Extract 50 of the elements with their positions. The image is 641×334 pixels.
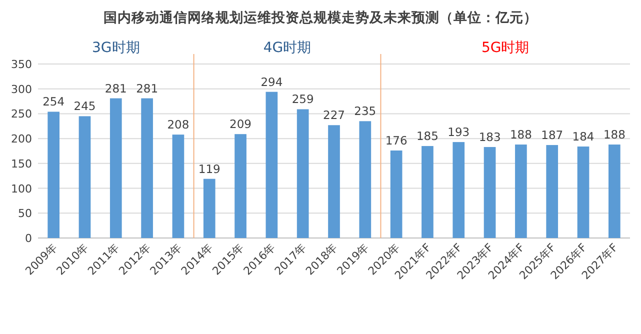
bar — [359, 121, 372, 238]
y-tick-label: 250 — [11, 108, 32, 121]
data-label: 227 — [323, 108, 345, 122]
text: 3G时期 — [92, 40, 140, 56]
data-label: 259 — [292, 92, 314, 106]
bar — [110, 98, 122, 238]
bar — [452, 142, 465, 238]
chart-title: 国内移动通信网络规划运维投资总规模走势及未来预测（单位：亿元） — [104, 9, 538, 26]
data-label: 183 — [478, 130, 501, 144]
bar — [141, 98, 153, 238]
y-tick-label: 100 — [11, 182, 32, 196]
y-tick-label: 350 — [11, 58, 32, 71]
data-label: 281 — [104, 81, 127, 96]
data-label: 188 — [603, 128, 626, 142]
bar — [296, 109, 309, 238]
data-label: 209 — [230, 117, 252, 132]
bar — [78, 116, 91, 238]
data-label: 294 — [260, 74, 283, 89]
bar — [48, 112, 60, 238]
data-label: 176 — [385, 134, 408, 148]
y-tick-label: 300 — [11, 82, 32, 96]
bar — [390, 150, 402, 238]
data-label: 235 — [354, 104, 376, 118]
bar — [484, 147, 496, 238]
data-label: 187 — [541, 128, 564, 142]
data-label: 245 — [74, 99, 96, 114]
bar — [422, 146, 434, 238]
text: 5G时期 — [481, 40, 530, 56]
data-label: 119 — [198, 162, 220, 176]
y-tick-label: 200 — [11, 132, 32, 146]
bar — [172, 134, 184, 238]
bar — [266, 92, 278, 238]
y-tick-label: 0 — [25, 232, 32, 245]
text: 4G时期 — [263, 40, 312, 56]
bar — [608, 144, 620, 238]
data-label: 188 — [510, 128, 532, 142]
data-label: 193 — [448, 125, 470, 140]
data-label: 281 — [136, 81, 158, 96]
bar — [515, 144, 527, 238]
y-tick-label: 50 — [18, 207, 32, 220]
bar — [577, 146, 590, 238]
bar — [328, 125, 340, 238]
data-label: 254 — [42, 94, 65, 109]
y-tick-label: 150 — [11, 157, 32, 170]
data-label: 208 — [167, 118, 190, 132]
data-label: 185 — [416, 129, 438, 144]
data-label: 184 — [572, 130, 594, 144]
bar — [203, 178, 216, 238]
bar — [234, 134, 246, 238]
bar — [546, 145, 558, 238]
